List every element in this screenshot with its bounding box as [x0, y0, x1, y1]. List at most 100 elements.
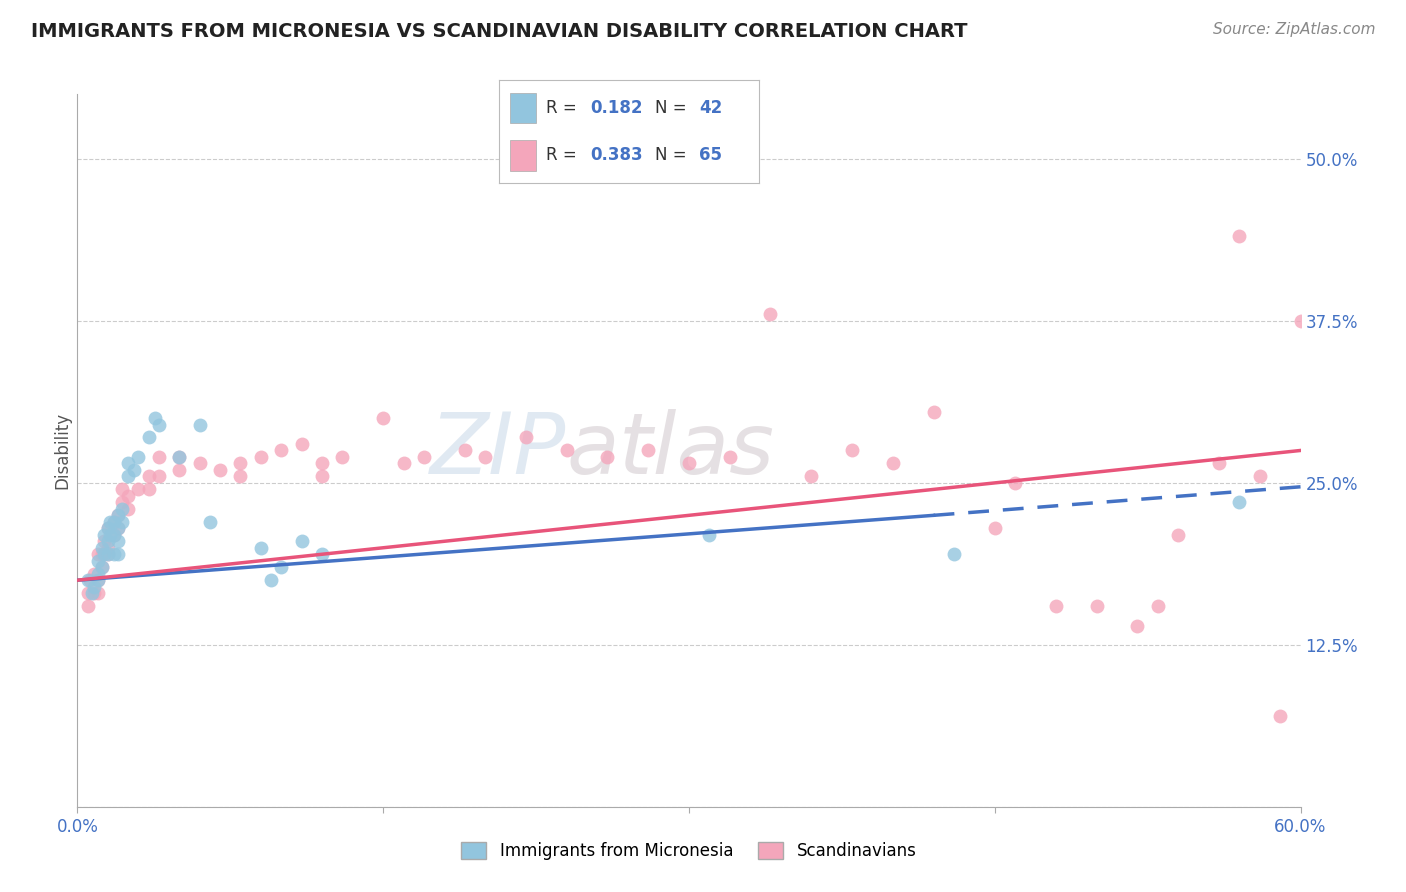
- Point: [97, 521, 120, 535]
- FancyBboxPatch shape: [509, 140, 536, 170]
- Point: [90, 547, 112, 561]
- Point: [103, 547, 125, 561]
- Point: [87, 547, 110, 561]
- Point: [127, 450, 149, 464]
- Point: [111, 495, 134, 509]
- Point: [984, 521, 1007, 535]
- Text: IMMIGRANTS FROM MICRONESIA VS SCANDINAVIAN DISABILITY CORRELATION CHART: IMMIGRANTS FROM MICRONESIA VS SCANDINAVI…: [31, 22, 967, 41]
- Text: N =: N =: [655, 146, 692, 164]
- Text: 0.383: 0.383: [591, 146, 643, 164]
- Point: [188, 417, 211, 432]
- Point: [138, 483, 160, 497]
- Point: [90, 560, 112, 574]
- Text: R =: R =: [546, 99, 582, 117]
- Point: [148, 469, 170, 483]
- Point: [107, 508, 129, 523]
- Point: [229, 469, 252, 483]
- Point: [117, 501, 139, 516]
- Point: [1289, 314, 1312, 328]
- Point: [117, 489, 139, 503]
- Point: [596, 450, 619, 464]
- Point: [87, 586, 110, 600]
- Point: [90, 541, 112, 555]
- Point: [169, 463, 191, 477]
- Text: ZIP: ZIP: [430, 409, 567, 492]
- Point: [311, 547, 333, 561]
- Point: [270, 560, 292, 574]
- Point: [103, 515, 125, 529]
- Point: [87, 573, 110, 587]
- Point: [76, 573, 98, 587]
- Point: [87, 566, 110, 581]
- Point: [93, 534, 115, 549]
- Point: [76, 586, 98, 600]
- Point: [1045, 599, 1067, 614]
- Point: [103, 528, 125, 542]
- Point: [290, 437, 312, 451]
- Point: [1085, 599, 1108, 614]
- Point: [229, 457, 252, 471]
- Point: [143, 411, 166, 425]
- Point: [97, 534, 120, 549]
- Point: [76, 599, 98, 614]
- Point: [111, 515, 134, 529]
- Legend: Immigrants from Micronesia, Scandinavians: Immigrants from Micronesia, Scandinavian…: [454, 835, 924, 867]
- Point: [138, 469, 160, 483]
- Point: [93, 547, 115, 561]
- Point: [87, 554, 110, 568]
- Point: [1147, 599, 1170, 614]
- Point: [1167, 528, 1189, 542]
- Point: [260, 573, 283, 587]
- Text: R =: R =: [546, 146, 582, 164]
- Point: [97, 547, 120, 561]
- Point: [1004, 475, 1026, 490]
- Point: [97, 541, 120, 555]
- Point: [98, 515, 121, 529]
- Text: atlas: atlas: [567, 409, 775, 492]
- Point: [1229, 229, 1251, 244]
- Point: [117, 457, 139, 471]
- Point: [127, 483, 149, 497]
- Point: [841, 443, 863, 458]
- Point: [97, 547, 120, 561]
- Point: [80, 586, 103, 600]
- Text: 42: 42: [699, 99, 723, 117]
- Point: [83, 566, 105, 581]
- Point: [413, 450, 436, 464]
- Point: [107, 521, 129, 535]
- FancyBboxPatch shape: [509, 93, 536, 123]
- Point: [453, 443, 475, 458]
- Point: [83, 586, 105, 600]
- Point: [198, 515, 221, 529]
- Point: [392, 457, 415, 471]
- Point: [103, 515, 125, 529]
- Text: N =: N =: [655, 99, 692, 117]
- Point: [678, 457, 700, 471]
- Point: [169, 450, 191, 464]
- Point: [290, 534, 312, 549]
- Point: [1229, 495, 1251, 509]
- Point: [250, 450, 273, 464]
- Point: [1249, 469, 1271, 483]
- Point: [87, 573, 110, 587]
- Point: [103, 528, 125, 542]
- Point: [107, 534, 129, 549]
- Point: [107, 547, 129, 561]
- Point: [922, 404, 945, 418]
- Point: [371, 411, 394, 425]
- Point: [111, 501, 134, 516]
- Point: [1268, 709, 1291, 723]
- Point: [515, 430, 537, 444]
- Point: [117, 469, 139, 483]
- Point: [97, 521, 120, 535]
- Point: [250, 541, 273, 555]
- Point: [1126, 618, 1149, 632]
- Point: [1208, 457, 1230, 471]
- Point: [188, 457, 211, 471]
- Text: Source: ZipAtlas.com: Source: ZipAtlas.com: [1212, 22, 1375, 37]
- Point: [882, 457, 904, 471]
- Point: [718, 450, 741, 464]
- Point: [98, 528, 121, 542]
- Point: [169, 450, 191, 464]
- Text: 0.182: 0.182: [591, 99, 643, 117]
